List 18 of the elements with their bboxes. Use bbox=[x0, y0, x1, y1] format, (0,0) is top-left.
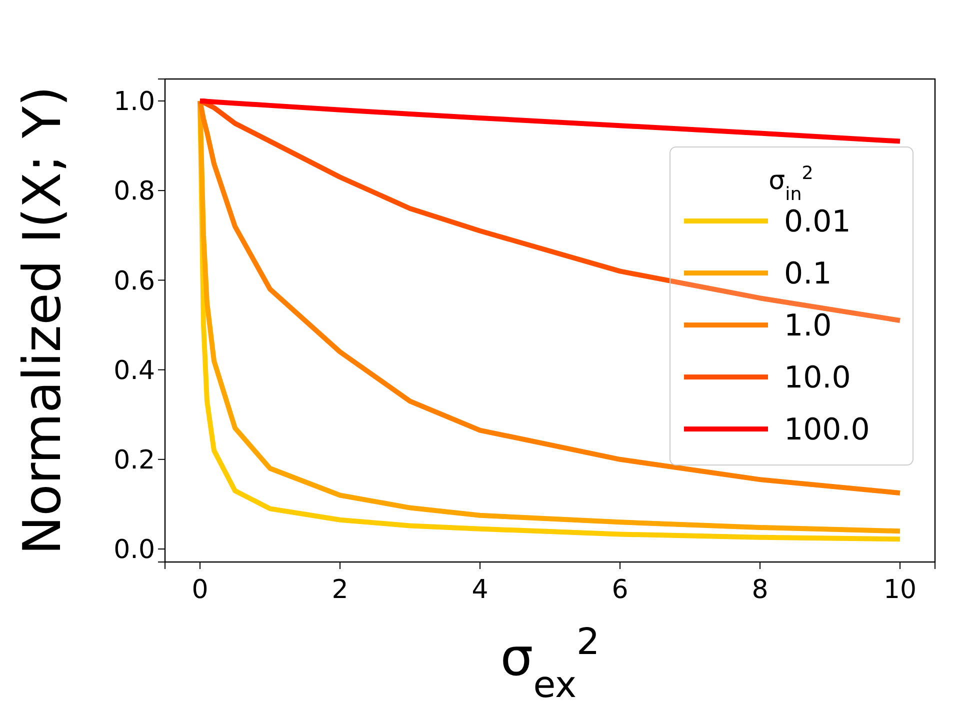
legend-label: 1.0 bbox=[784, 308, 832, 344]
x-tick-label: 10 bbox=[883, 575, 917, 605]
y-tick-label: 0.4 bbox=[114, 356, 155, 386]
x-tick-label: 0 bbox=[192, 575, 208, 605]
y-tick-label: 0.2 bbox=[114, 445, 155, 476]
legend-label: 10.0 bbox=[784, 360, 851, 396]
y-axis-title: Normalized I(X; Y) bbox=[13, 86, 73, 555]
y-tick-label: 0.8 bbox=[114, 176, 155, 207]
x-tick-label: 8 bbox=[752, 575, 768, 605]
x-tick-label: 2 bbox=[332, 575, 348, 605]
y-tick-label: 0.6 bbox=[114, 266, 155, 296]
y-tick-label: 0.0 bbox=[114, 535, 155, 566]
legend-label: 100.0 bbox=[784, 412, 870, 448]
x-tick-label: 4 bbox=[472, 575, 488, 605]
y-tick-label: 1.0 bbox=[114, 87, 155, 118]
legend-label: 0.1 bbox=[784, 256, 832, 292]
legend-label: 0.01 bbox=[784, 204, 851, 240]
x-tick-label: 6 bbox=[612, 575, 628, 605]
